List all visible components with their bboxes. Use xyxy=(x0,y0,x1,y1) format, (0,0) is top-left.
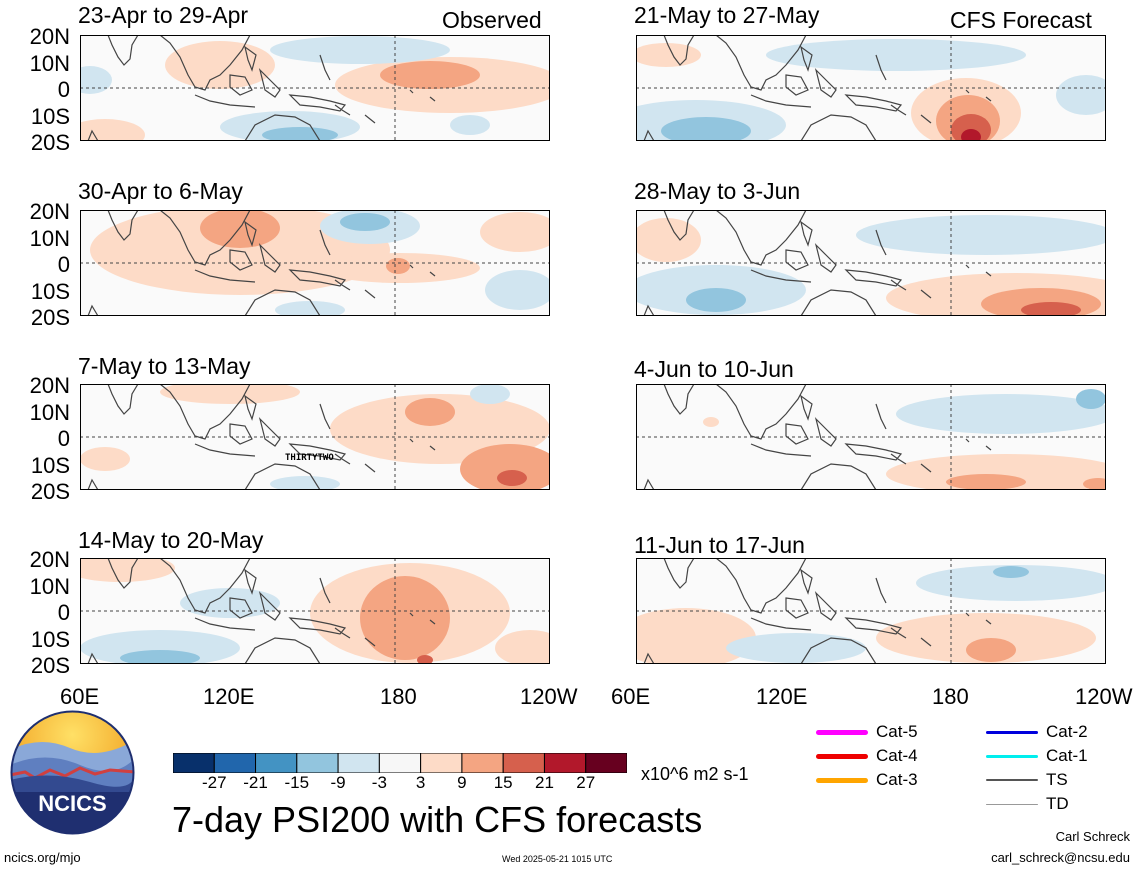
lat-label: 10N xyxy=(29,50,70,76)
colorbar-tick-label: -21 xyxy=(243,773,268,792)
lat-label: 10N xyxy=(29,573,70,599)
colorbar-tick-label: -9 xyxy=(330,773,346,792)
colorbar-swatch xyxy=(337,753,380,773)
map-panel-forecast-4 xyxy=(636,558,1106,664)
colorbar-swatch xyxy=(296,753,339,773)
panel-title: 14-May to 20-May xyxy=(78,527,264,553)
figure-title: 7-day PSI200 with CFS forecasts xyxy=(172,799,703,840)
legend-item: Cat-4 xyxy=(816,746,918,766)
panel-title: 28-May to 3-Jun xyxy=(634,178,801,204)
storm-annotation: THIRTYTWO xyxy=(285,453,334,463)
legend-line-swatch xyxy=(816,729,868,735)
lon-label: 180 xyxy=(380,684,417,709)
colorbar-tick-label: 27 xyxy=(576,773,596,792)
lon-label: 120E xyxy=(203,684,255,709)
lat-label: 20N xyxy=(29,373,70,398)
forecast-label: CFS Forecast xyxy=(950,7,1092,33)
panel-title: 4-Jun to 10-Jun xyxy=(634,356,794,382)
lat-label: 10S xyxy=(30,278,70,304)
legend-label: Cat-2 xyxy=(1046,722,1088,741)
legend-label: Cat-3 xyxy=(876,770,918,789)
lat-label: 0 xyxy=(57,77,70,102)
legend-item: Cat-5 xyxy=(816,722,918,742)
legend-label: TD xyxy=(1046,794,1069,813)
lat-label: 20S xyxy=(30,479,70,504)
footer-email: carl_schreck@ncsu.edu xyxy=(991,850,1130,865)
panel-title: 11-Jun to 17-Jun xyxy=(634,532,805,558)
colorbar-tick-label: 15 xyxy=(493,773,513,792)
colorbar-tick-label: 3 xyxy=(415,773,426,792)
colorbar-tick-label: 9 xyxy=(457,773,467,792)
lon-label: 180 xyxy=(932,684,969,709)
lat-label: 20N xyxy=(29,199,70,224)
legend-label: Cat-5 xyxy=(876,722,918,741)
panel-title: 21-May to 27-May xyxy=(634,2,820,28)
colorbar-tick-label: -15 xyxy=(284,773,310,792)
map-panel-forecast-3 xyxy=(636,384,1106,490)
map-panel-observed-4 xyxy=(80,558,550,664)
colorbar-swatch xyxy=(255,753,298,773)
legend-item: TS xyxy=(986,770,1068,790)
legend-line-swatch xyxy=(986,779,1038,781)
panel-title: 23-Apr to 29-Apr xyxy=(78,2,249,28)
legend-item: Cat-3 xyxy=(816,770,918,790)
legend-label: Cat-4 xyxy=(876,746,918,765)
colorbar-swatch xyxy=(173,753,215,773)
lat-label: 20S xyxy=(30,130,70,155)
lat-label: 10N xyxy=(29,225,70,251)
lat-label: 20N xyxy=(29,24,70,49)
logo-text: NCICS xyxy=(38,791,106,816)
lat-label: 20S xyxy=(30,305,70,330)
map-panel-forecast-2 xyxy=(636,210,1106,316)
colorbar-swatch xyxy=(543,753,587,773)
legend-line-swatch xyxy=(986,754,1038,758)
colorbar-tick-label: -27 xyxy=(201,773,227,792)
legend-line-swatch xyxy=(816,753,868,759)
lon-label: 120W xyxy=(1075,684,1133,709)
colorbar-tick-label: -3 xyxy=(371,773,387,792)
lat-label: 10N xyxy=(29,399,70,425)
lat-label: 10S xyxy=(30,103,70,129)
footer-timestamp: Wed 2025-05-21 1015 UTC xyxy=(502,854,613,864)
map-panel-observed-2 xyxy=(80,210,550,316)
legend-line-swatch xyxy=(986,730,1038,734)
legend-label: Cat-1 xyxy=(1046,746,1088,765)
legend-line-swatch xyxy=(986,803,1038,805)
lon-label: 60E xyxy=(60,684,100,709)
lat-label: 20S xyxy=(30,653,70,678)
colorbar-swatch xyxy=(420,753,463,773)
legend-item: Cat-1 xyxy=(986,746,1088,766)
map-panel-observed-1 xyxy=(80,35,550,141)
colorbar-swatch xyxy=(461,753,504,773)
footer-url: ncics.org/mjo xyxy=(4,850,81,865)
legend-label: TS xyxy=(1046,770,1068,789)
panel-title: 30-Apr to 6-May xyxy=(78,178,243,204)
lat-label: 0 xyxy=(57,600,70,625)
lon-label: 60E xyxy=(611,684,651,709)
colorbar-tick-label: 21 xyxy=(534,773,554,792)
observed-label: Observed xyxy=(442,7,542,33)
lat-label: 0 xyxy=(57,252,70,277)
panel-title: 7-May to 13-May xyxy=(78,353,251,379)
colorbar-swatch xyxy=(502,753,545,773)
colorbar-units: x10^6 m2 s-1 xyxy=(641,764,749,784)
legend-item: Cat-2 xyxy=(986,722,1088,742)
lat-label: 10S xyxy=(30,452,70,478)
map-panel-observed-3: THIRTYTWO xyxy=(80,384,550,490)
lat-label: 0 xyxy=(57,426,70,451)
lat-label: 10S xyxy=(30,626,70,652)
lat-label: 20N xyxy=(29,547,70,572)
colorbar-swatch xyxy=(378,753,422,773)
legend-line-swatch xyxy=(816,777,868,783)
ncics-logo: NCICS xyxy=(10,710,135,835)
legend-item: TD xyxy=(986,794,1069,814)
lon-label: 120W xyxy=(520,684,578,709)
footer-author: Carl Schreck xyxy=(1055,829,1130,844)
colorbar-swatch xyxy=(213,753,257,773)
map-panel-forecast-1 xyxy=(636,35,1106,141)
colorbar xyxy=(173,753,627,773)
lon-label: 120E xyxy=(756,684,808,709)
colorbar-swatch xyxy=(585,753,627,773)
